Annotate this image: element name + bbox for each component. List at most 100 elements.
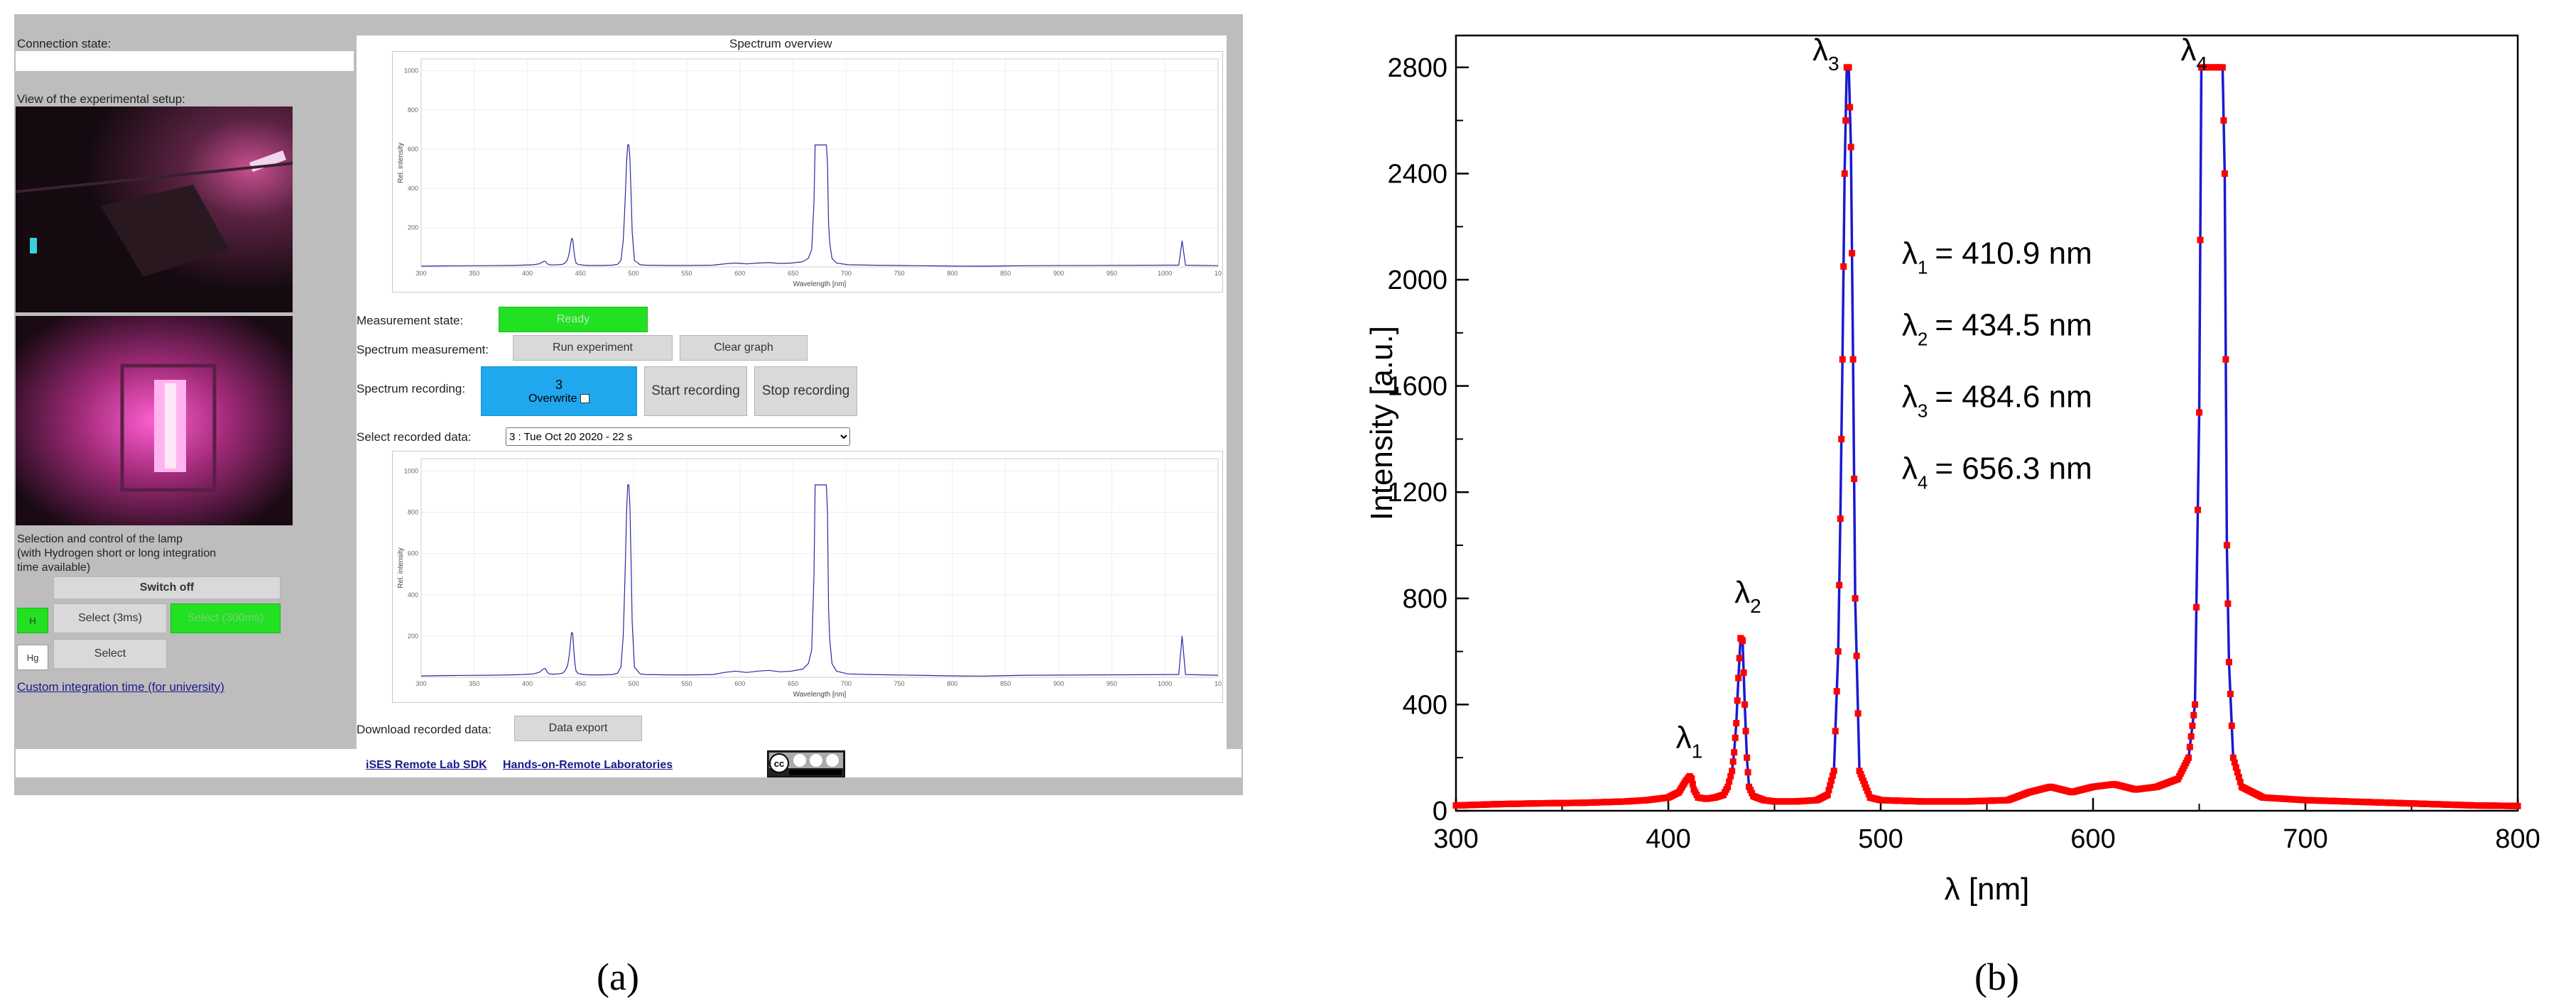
chart-b-data-point: [2190, 711, 2197, 718]
mini-x-tick: 600: [734, 680, 745, 687]
chart-b-data-point: [1734, 697, 1741, 704]
chart-b-series: [1452, 64, 2521, 809]
annotation-value: = 656.3 nm: [1935, 452, 2092, 486]
cc-license-icon: cc: [769, 753, 843, 775]
chart-b-data-point: [1731, 749, 1738, 756]
chart-b-data-point: [2228, 722, 2235, 729]
chart-b-data-point: [1829, 772, 1836, 780]
mini-x-tick: 850: [1000, 270, 1011, 277]
chart-b-data-point: [1825, 787, 1832, 794]
mini-x-tick: 300: [415, 270, 426, 277]
chart-b-data-point: [1827, 782, 1834, 789]
chart-b-data-point: [1852, 595, 1859, 602]
chart-b-data-point: [1836, 581, 1843, 589]
spectrum-chart-b: 300 400 500 600 700 800 0 400 800 1200 1600 2000 240…: [1364, 33, 2540, 907]
chart-b-peak-label: λ4: [2180, 33, 2207, 75]
recorded-data-select[interactable]: 3 : Tue Oct 20 2020 - 22 s: [506, 427, 850, 446]
annotation-value: = 410.9 nm: [1935, 236, 2092, 271]
chart-b-data-point: [1849, 356, 1857, 363]
chart-b-axes: 300 400 500 600 700 800 0 400 800 1200 1600 2000 240…: [1387, 34, 2540, 854]
start-recording-button[interactable]: Start recording: [644, 366, 747, 416]
chart-b-data-point: [1732, 734, 1739, 741]
chart-b-data-point: [1729, 758, 1737, 765]
chart-b-data-point: [2220, 117, 2227, 124]
spectrum-measurement-label: Spectrum measurement:: [357, 343, 489, 356]
mini-x-tick: 350: [469, 270, 479, 277]
chart-b-data-point: [2229, 754, 2237, 761]
chart-b-data-point: [2185, 754, 2192, 761]
chart-b-data-point: [1847, 104, 1854, 111]
chart-b-data-point: [2189, 722, 2196, 729]
select-hg-button[interactable]: Select: [53, 639, 167, 669]
chart-b-data-point: [1853, 652, 1860, 660]
cc-license-badge[interactable]: cc: [767, 750, 845, 777]
annotation-subscript: 4: [1918, 472, 1928, 493]
data-export-button[interactable]: Data export: [514, 716, 642, 741]
recorded-spectrum-plot: 300 350 400 450 500 550 600 650 700 750 800 850 900 9…: [397, 458, 1222, 699]
chart-b-y-tick-label: 1200: [1387, 478, 1447, 508]
chart-b-data-point: [2193, 603, 2200, 611]
panel-b-letter-text: (b): [1974, 956, 2019, 998]
chart-b-data-point: [1741, 701, 1749, 708]
download-label: Download recorded data:: [357, 723, 491, 736]
recording-count: 3: [555, 377, 563, 392]
stop-recording-button[interactable]: Stop recording: [754, 366, 857, 416]
switch-off-button[interactable]: Switch off: [53, 576, 281, 599]
mini-x-tick: 650: [788, 270, 798, 277]
chart-b-data-point: [1865, 791, 1872, 798]
chart-b-peak-label: λ2: [1734, 575, 1761, 617]
connection-state-field: [16, 51, 354, 71]
panel-b-letter: (b): [1974, 955, 2019, 999]
run-experiment-button[interactable]: Run experiment: [513, 335, 673, 361]
mini-x-tick: 950: [1107, 270, 1117, 277]
chart-b-data-point: [2235, 774, 2242, 781]
mini-x-tick: 550: [681, 680, 692, 687]
mini-x-tick: 400: [522, 270, 533, 277]
chart-b-data-point: [2195, 506, 2201, 513]
recording-counter-button[interactable]: 3 Overwrite: [481, 366, 637, 416]
footer-link-sdk[interactable]: iSES Remote Lab SDK: [366, 759, 487, 771]
chart-b-data-point: [1856, 767, 1863, 775]
mini-x-tick: 1000: [1158, 270, 1172, 277]
mini-x-tick: 850: [1000, 680, 1011, 687]
chart-b-data-point: [1830, 767, 1837, 775]
mini-x-tick: 400: [522, 680, 533, 687]
overwrite-checkbox[interactable]: [580, 393, 589, 403]
mini-x-tick: 10: [1214, 270, 1222, 277]
chart-b-peak-label: λ1: [1676, 720, 1703, 762]
panel-a-letter-text: (a): [597, 956, 639, 998]
mini-x-tick: 1000: [1158, 680, 1172, 687]
mini-x-tick: 500: [629, 270, 639, 277]
chart-b-data-point: [1736, 655, 1743, 662]
custom-integration-link[interactable]: Custom integration time (for university): [17, 680, 224, 694]
chart-b-x-tick-label: 300: [1433, 824, 1478, 854]
select-3ms-button[interactable]: Select (3ms): [53, 603, 167, 633]
spectrum-recording-label: Spectrum recording:: [357, 382, 466, 395]
mini-y-tick: 800: [408, 509, 418, 516]
chart-b-data-point: [2227, 691, 2234, 697]
footer-link-hands-on[interactable]: Hands-on-Remote Laboratories: [503, 759, 673, 771]
panel-a-letter: (a): [597, 955, 639, 999]
mini-y-tick: 400: [408, 185, 418, 192]
select-300ms-button[interactable]: Select (300ms): [170, 603, 281, 633]
recorded-spectrum-chart: 300 350 400 450 500 550 600 650 700 750 800 850 900 9…: [392, 451, 1223, 703]
peak-subscript: 4: [2196, 53, 2207, 75]
chart-b-annotation: λ3 = 484.6 nm: [1902, 380, 2092, 422]
annotation-symbol: λ: [1902, 308, 1918, 343]
chart-b-data-point: [1842, 117, 1849, 124]
mini-xlabel: Wavelength [nm]: [793, 280, 847, 288]
clear-graph-button[interactable]: Clear graph: [680, 335, 808, 361]
overwrite-option[interactable]: Overwrite: [528, 393, 589, 405]
mini-frame: [420, 458, 1219, 678]
mini-y-tick: 400: [408, 591, 418, 598]
right-main-column: Spectrum overview 300 350 400 450 500 550 600 6…: [357, 35, 1227, 753]
spectrum-overview-plot: 300 350 400 450 500 550 600 650 700 750 800 850 900 9…: [397, 58, 1222, 288]
chart-b-data-point: [1841, 170, 1848, 177]
overwrite-label: Overwrite: [528, 392, 577, 405]
chart-b-x-tick-label: 800: [2495, 824, 2540, 854]
chart-b-series-line: [1455, 66, 2518, 808]
chart-b-data-point: [2188, 733, 2195, 740]
mini-x-tick: 700: [841, 270, 852, 277]
select-recorded-label: Select recorded data:: [357, 430, 472, 444]
mini-x-tick: 750: [894, 680, 905, 687]
